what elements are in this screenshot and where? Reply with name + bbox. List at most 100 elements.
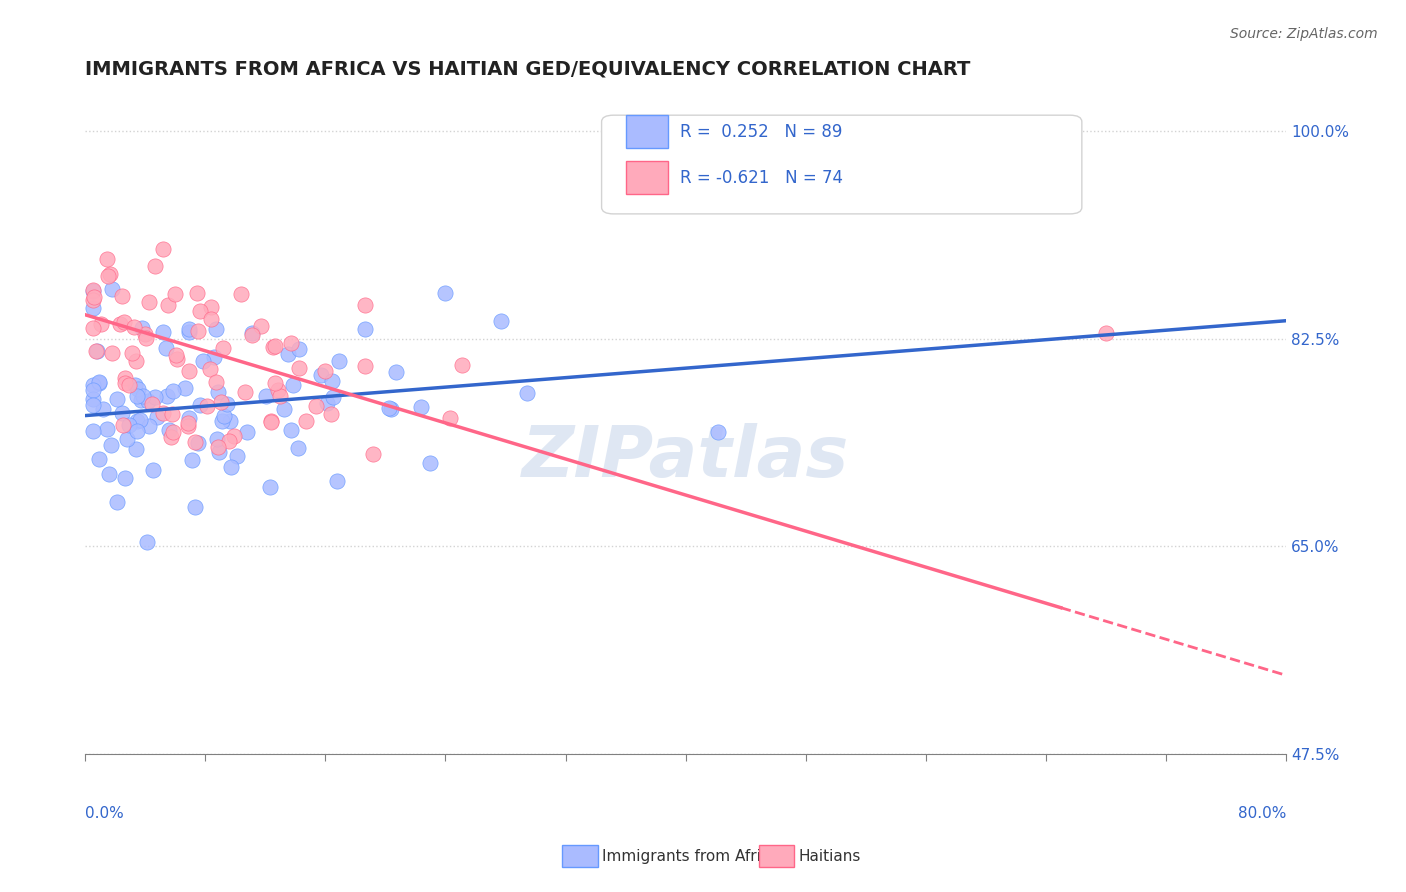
Point xyxy=(354,298,377,312)
Point xyxy=(377,401,399,415)
Point xyxy=(180,453,202,467)
Point xyxy=(287,360,309,375)
Point xyxy=(165,287,187,301)
Point xyxy=(97,467,120,482)
Point xyxy=(82,284,104,298)
Point xyxy=(114,376,136,390)
Point xyxy=(156,389,179,403)
Point xyxy=(173,381,195,395)
Point xyxy=(264,339,287,353)
Point xyxy=(198,362,221,376)
Point xyxy=(207,384,229,399)
Point xyxy=(91,401,114,416)
Point xyxy=(87,376,110,391)
Point xyxy=(326,474,349,488)
Point xyxy=(187,324,209,338)
Point xyxy=(82,321,104,335)
Point xyxy=(142,462,165,476)
Point xyxy=(160,407,183,421)
Point xyxy=(269,389,291,403)
Point xyxy=(141,397,163,411)
Point xyxy=(280,423,302,437)
Point xyxy=(136,393,159,408)
Point xyxy=(82,383,104,397)
Point xyxy=(294,414,316,428)
Point xyxy=(105,392,128,407)
Point xyxy=(439,411,461,425)
Point xyxy=(111,406,134,420)
Point xyxy=(112,315,135,329)
Point xyxy=(125,414,148,428)
Point xyxy=(118,418,141,433)
Point xyxy=(131,321,153,335)
Point xyxy=(354,359,377,373)
Point xyxy=(82,377,104,392)
Point xyxy=(273,402,295,417)
Point xyxy=(211,414,233,428)
Point xyxy=(242,328,264,343)
Point xyxy=(188,398,211,412)
Point xyxy=(124,354,146,368)
Point xyxy=(197,400,219,414)
Point xyxy=(184,500,207,514)
Point xyxy=(219,415,242,429)
Point xyxy=(361,447,384,461)
Point xyxy=(143,259,166,273)
Point xyxy=(280,336,302,351)
Point xyxy=(177,419,200,434)
Point xyxy=(188,304,211,318)
Point xyxy=(212,342,235,356)
Point xyxy=(177,417,200,431)
Point xyxy=(384,365,406,379)
Point xyxy=(86,343,108,358)
Point xyxy=(179,364,201,378)
Point xyxy=(411,400,433,414)
Point xyxy=(82,301,104,315)
Point xyxy=(83,290,105,304)
Point xyxy=(419,456,441,470)
Text: R =  0.252   N = 89: R = 0.252 N = 89 xyxy=(679,122,842,141)
Point xyxy=(184,434,207,449)
Point xyxy=(315,396,337,410)
Point xyxy=(143,390,166,404)
Point xyxy=(146,410,169,425)
Point xyxy=(314,364,336,378)
Point xyxy=(451,359,474,373)
Point xyxy=(152,405,174,419)
Point xyxy=(225,449,247,463)
Point xyxy=(202,350,225,364)
Point xyxy=(186,285,208,300)
Point xyxy=(328,354,350,368)
Point xyxy=(321,374,343,388)
Point xyxy=(162,425,184,439)
Point xyxy=(205,432,228,446)
Point xyxy=(187,436,209,450)
Point xyxy=(281,377,304,392)
Point xyxy=(354,322,377,336)
Point xyxy=(259,480,281,494)
Point xyxy=(101,283,124,297)
Point xyxy=(516,386,538,401)
Point xyxy=(218,434,240,448)
Point xyxy=(118,378,141,392)
Text: 0.0%: 0.0% xyxy=(86,806,124,822)
Point xyxy=(222,428,245,442)
Point xyxy=(111,289,134,303)
Point xyxy=(177,325,200,339)
Point xyxy=(157,424,180,438)
Point xyxy=(205,376,228,390)
Point xyxy=(491,314,513,328)
Point xyxy=(132,389,155,403)
Point xyxy=(134,327,156,342)
Point xyxy=(111,418,134,433)
Point xyxy=(138,419,160,434)
Point xyxy=(152,325,174,339)
Text: Immigrants from Africa: Immigrants from Africa xyxy=(602,849,779,863)
Point xyxy=(319,407,342,421)
Point xyxy=(254,389,277,403)
Point xyxy=(205,321,228,335)
Point xyxy=(101,346,124,360)
Text: Source: ZipAtlas.com: Source: ZipAtlas.com xyxy=(1230,27,1378,41)
Point xyxy=(322,390,344,404)
Point xyxy=(86,343,108,358)
